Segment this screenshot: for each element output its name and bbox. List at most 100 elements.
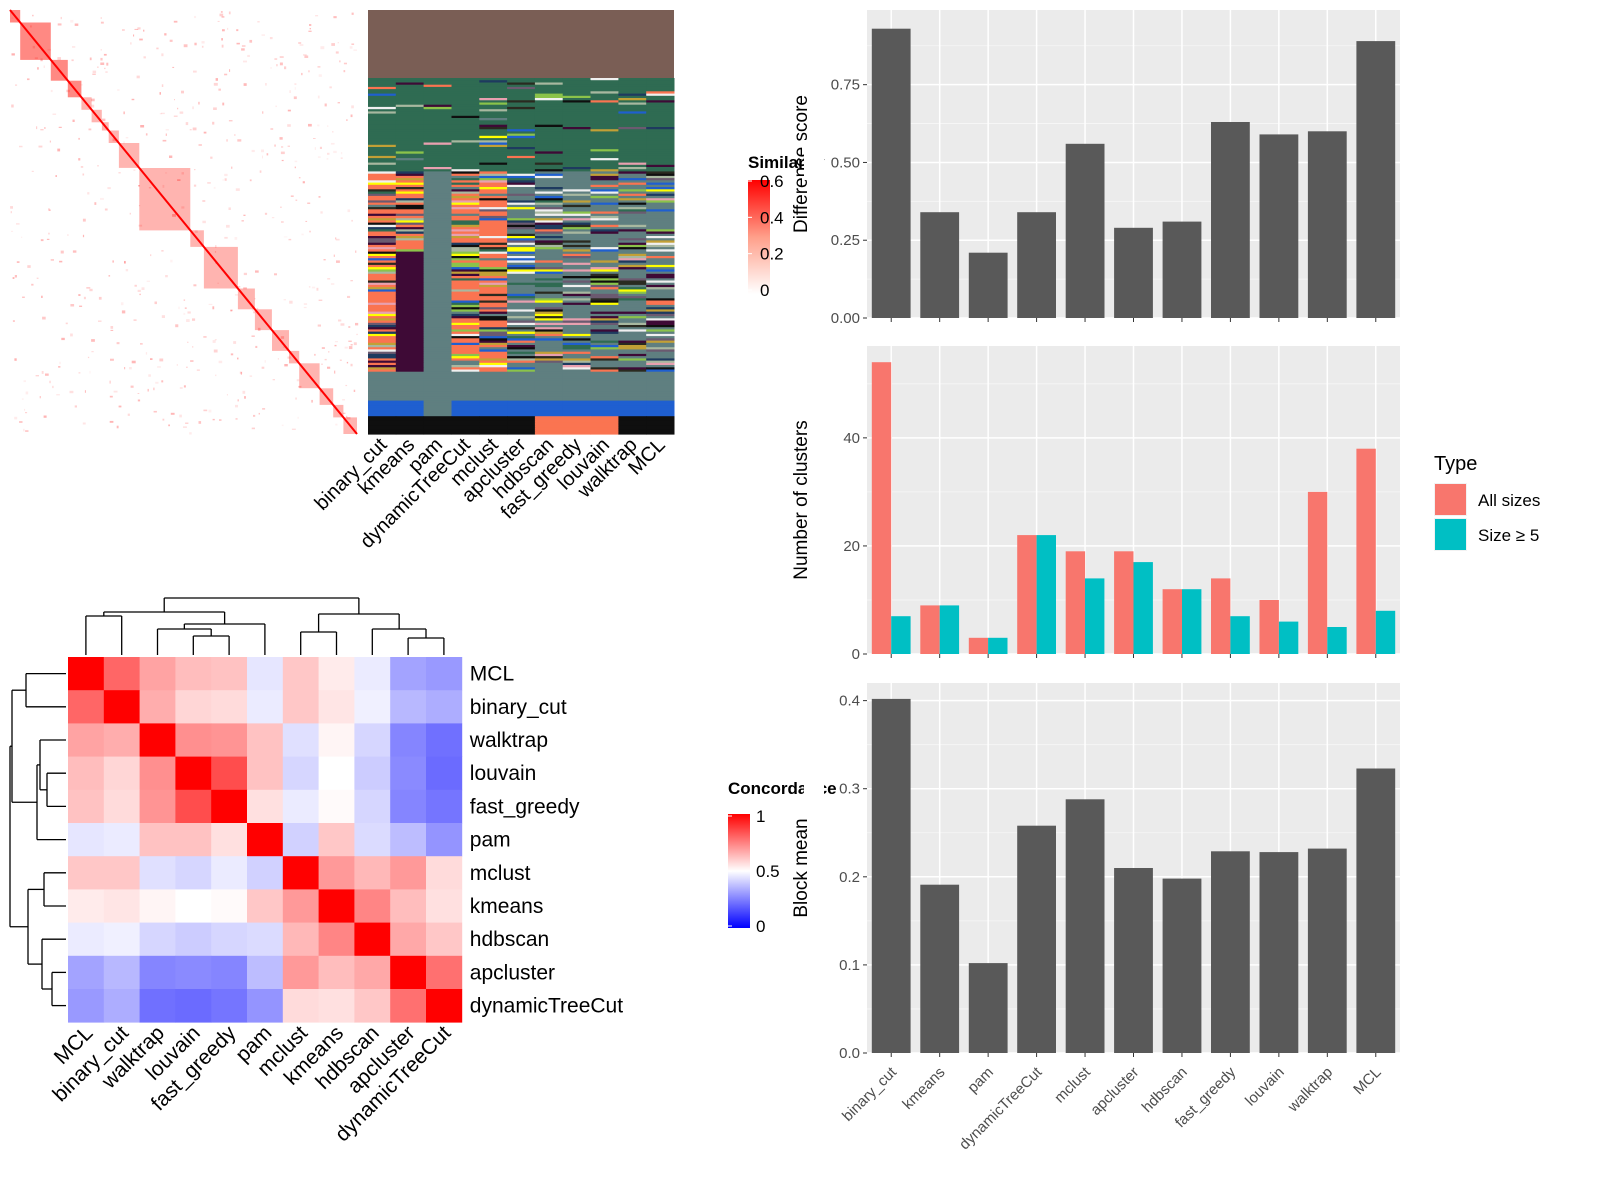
similarity-speckle (22, 296, 25, 298)
membership-cell (423, 109, 452, 112)
bar-apcluster (1114, 868, 1153, 1053)
similarity-speckle (257, 327, 261, 331)
membership-cell (507, 411, 536, 415)
similarity-speckle (173, 20, 178, 23)
similarity-speckle (159, 113, 162, 115)
membership-cell (618, 84, 647, 88)
similarity-speckle (118, 405, 122, 408)
membership-cell (423, 373, 452, 377)
membership-cell (562, 420, 591, 424)
concordance-cell (139, 657, 176, 691)
membership-cell (590, 347, 619, 350)
membership-cell (534, 151, 564, 155)
membership-cell (618, 276, 647, 279)
membership-cell (368, 405, 397, 408)
similarity-speckle (281, 159, 284, 162)
membership-cell (618, 358, 647, 362)
membership-cell (451, 351, 480, 355)
similarity-speckle (335, 238, 340, 241)
membership-cell (646, 198, 675, 201)
membership-cell (479, 280, 508, 284)
similarity-speckle (11, 104, 14, 108)
membership-cell (479, 84, 508, 88)
membership-cell (423, 331, 452, 335)
similarity-speckle (317, 324, 321, 327)
similarity-speckle (230, 309, 232, 312)
membership-cell (395, 202, 425, 206)
membership-cell (368, 387, 397, 391)
membership-cell (646, 416, 675, 419)
membership-cell (646, 144, 675, 148)
similarity-speckle (201, 45, 204, 48)
membership-cell (618, 333, 647, 337)
membership-cell (507, 304, 536, 308)
membership-cell (646, 338, 675, 342)
similarity-speckle (241, 45, 246, 47)
membership-cell (451, 182, 480, 186)
membership-cell (368, 371, 397, 375)
similarity-speckle (308, 286, 311, 288)
similarity-speckle (302, 181, 305, 184)
membership-cell (395, 298, 425, 302)
membership-cell (590, 258, 619, 261)
concordance-cell (390, 657, 427, 691)
membership-cell (562, 338, 591, 342)
membership-cell (451, 82, 480, 86)
similarity-speckle (137, 27, 141, 30)
membership-cell (395, 138, 425, 141)
membership-cell (423, 198, 452, 201)
membership-cell (451, 78, 480, 81)
membership-cell (590, 338, 619, 342)
membership-cell (646, 95, 675, 99)
membership-cell (479, 202, 508, 206)
membership-cell (479, 278, 508, 282)
membership-cell (646, 215, 675, 219)
concordance-cell (318, 989, 355, 1023)
membership-cell (451, 365, 480, 368)
membership-cell (590, 122, 619, 126)
membership-cell (618, 373, 647, 377)
membership-cell (451, 431, 480, 435)
membership-cell (479, 182, 508, 186)
concordance-cell (282, 989, 319, 1023)
concordance-cell (175, 856, 212, 890)
similarity-speckle (118, 172, 121, 174)
membership-cell (479, 191, 508, 195)
membership-cell (534, 89, 564, 92)
membership-cell (451, 418, 480, 422)
similarity-speckle (346, 417, 351, 420)
membership-cell (562, 89, 591, 92)
membership-cell (479, 322, 508, 326)
membership-cell (368, 111, 397, 115)
similarity-speckle (345, 384, 348, 387)
membership-cell (479, 82, 508, 86)
membership-cell (368, 333, 397, 337)
similarity-speckle (330, 142, 335, 145)
membership-cell (395, 102, 425, 106)
membership-cell (618, 416, 647, 419)
membership-cell (395, 182, 425, 186)
membership-cell (368, 106, 397, 110)
concordance-cell (211, 823, 248, 857)
membership-cell (423, 169, 452, 172)
membership-cell (423, 284, 452, 288)
membership-cell (618, 238, 647, 241)
membership-cell (423, 393, 452, 397)
bar-kmeans (920, 884, 960, 1053)
similarity-speckle (104, 67, 106, 70)
membership-cell (395, 293, 425, 297)
membership-cell (646, 131, 675, 135)
similarity-speckle (348, 346, 353, 350)
membership-cell (451, 369, 480, 373)
concordance-cell (103, 922, 140, 957)
membership-cell (507, 195, 536, 199)
bar-series-0-binary_cut (871, 362, 892, 654)
similarity-speckle (324, 103, 327, 107)
membership-cell (423, 80, 452, 83)
concordance-cell (68, 989, 105, 1023)
membership-cell (507, 300, 536, 304)
similarity-speckle (243, 60, 247, 63)
membership-cell (646, 369, 675, 373)
concordance-row-label-MCL: MCL (470, 663, 514, 686)
similarity-speckle (347, 209, 351, 213)
